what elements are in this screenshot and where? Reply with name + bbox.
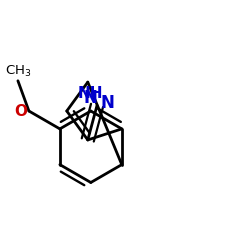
Text: NH: NH <box>78 86 103 101</box>
Text: O: O <box>15 104 28 118</box>
Text: N: N <box>101 94 115 112</box>
Text: N: N <box>84 89 98 107</box>
Text: CH$_3$: CH$_3$ <box>5 64 31 79</box>
